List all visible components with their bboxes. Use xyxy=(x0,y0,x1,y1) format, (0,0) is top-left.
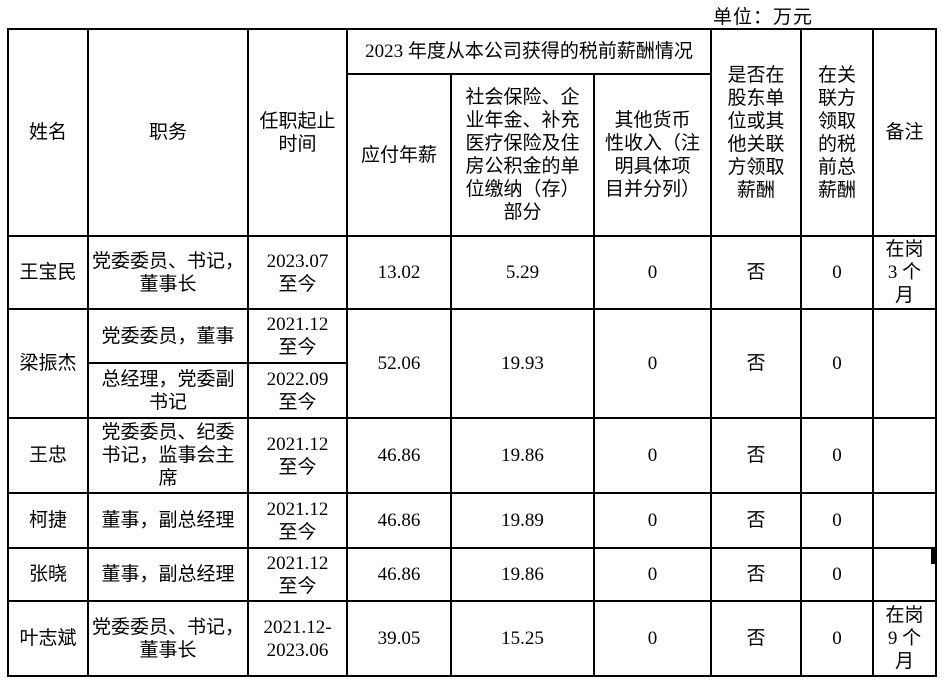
cell-term: 2021.12 至今 xyxy=(247,417,348,494)
cell-position: 董事，副总经理 xyxy=(87,492,249,549)
cell-related-total: 0 xyxy=(800,547,874,602)
table-row: 梁振杰 党委委员，董事 2021.12 至今 52.06 19.93 0 否 0 xyxy=(7,308,937,419)
cell-term: 2021.12 至今 xyxy=(247,308,348,364)
cell-salary: 52.06 xyxy=(346,308,452,419)
cell-remark xyxy=(872,492,937,549)
cell-position: 总经理，党委副 书记 xyxy=(87,362,249,419)
cell-name: 王宝民 xyxy=(7,235,89,310)
cell-related-total: 0 xyxy=(800,308,874,419)
cell-insurance: 19.89 xyxy=(450,492,595,549)
cell-insurance: 15.25 xyxy=(450,600,595,677)
cell-salary: 46.86 xyxy=(346,417,452,494)
header-related-pay: 是否在 股东单 位或其 他关联 方领取 薪酬 xyxy=(710,28,802,237)
cell-related-pay: 否 xyxy=(710,600,802,677)
table-row: 王宝民 党委委员、书记， 董事长 2023.07 至今 13.02 5.29 0… xyxy=(7,235,937,310)
cell-term: 2021.12- 2023.06 xyxy=(247,600,348,677)
cell-position: 党委委员，董事 xyxy=(87,308,249,364)
cell-remark: 在岗 9 个 月 xyxy=(872,600,937,677)
cell-name: 叶志斌 xyxy=(7,600,89,677)
cell-insurance: 19.86 xyxy=(450,417,595,494)
cell-term: 2023.07 至今 xyxy=(247,235,348,310)
cell-position: 董事，副总经理 xyxy=(87,547,249,602)
table-body: 王宝民 党委委员、书记， 董事长 2023.07 至今 13.02 5.29 0… xyxy=(7,235,937,677)
header-row-sub: 应付年薪 社会保险、企 业年金、补充 医疗保险及住 房公积金的单 位缴纳（存） … xyxy=(8,73,936,237)
cell-name: 梁振杰 xyxy=(7,308,89,419)
cell-remark: 在岗 3 个 月 xyxy=(872,235,937,310)
cell-related-total: 0 xyxy=(800,417,874,494)
cell-other-income: 0 xyxy=(593,547,712,602)
header-term: 任职起止 时间 xyxy=(247,28,348,237)
cell-related-pay: 否 xyxy=(710,547,802,602)
cell-related-total: 0 xyxy=(800,235,874,310)
cell-position: 党委委员、书记， 董事长 xyxy=(87,235,249,310)
cell-name: 柯捷 xyxy=(7,492,89,549)
cell-related-pay: 否 xyxy=(710,308,802,419)
scan-artifact xyxy=(931,547,936,564)
cell-position: 党委委员、纪委 书记，监事会主 席 xyxy=(87,417,249,494)
cell-insurance: 5.29 xyxy=(450,235,595,310)
cell-insurance: 19.86 xyxy=(450,547,595,602)
header-name: 姓名 xyxy=(7,28,89,237)
cell-related-pay: 否 xyxy=(710,492,802,549)
table-row: 叶志斌 党委委员、书记， 董事长 2021.12- 2023.06 39.05 … xyxy=(7,600,937,677)
table-row: 王忠 党委委员、纪委 书记，监事会主 席 2021.12 至今 46.86 19… xyxy=(7,417,937,494)
cell-name: 张晓 xyxy=(7,547,89,602)
header-row-top: 姓名 职务 任职起止 时间 2023 年度从本公司获得的税前薪酬情况 是否在 股… xyxy=(7,28,937,237)
header-insurance: 社会保险、企 业年金、补充 医疗保险及住 房公积金的单 位缴纳（存） 部分 xyxy=(450,73,595,237)
cell-other-income: 0 xyxy=(593,600,712,677)
cell-other-income: 0 xyxy=(593,235,712,310)
cell-position: 党委委员、书记， 董事长 xyxy=(87,600,249,677)
cell-related-pay: 否 xyxy=(710,417,802,494)
header-other-income: 其他货币 性收入（注 明具体项 目并分列） xyxy=(593,73,712,237)
cell-term: 2022.09 至今 xyxy=(247,362,348,419)
cell-salary: 39.05 xyxy=(346,600,452,677)
cell-salary: 46.86 xyxy=(346,492,452,549)
cell-remark xyxy=(872,417,937,494)
cell-term: 2021.12 至今 xyxy=(247,492,348,549)
header-remarks: 备注 xyxy=(872,28,937,237)
cell-insurance: 19.93 xyxy=(450,308,595,419)
header-comp-group: 2023 年度从本公司获得的税前薪酬情况 xyxy=(346,28,712,75)
cell-other-income: 0 xyxy=(593,308,712,419)
cell-name: 王忠 xyxy=(7,417,89,494)
header-related-total: 在关 联方 领取 的税 前总 薪酬 xyxy=(800,28,874,237)
cell-remark xyxy=(872,308,937,419)
unit-label: 单位：万元 xyxy=(713,7,814,28)
salary-table: 姓名 职务 任职起止 时间 2023 年度从本公司获得的税前薪酬情况 是否在 股… xyxy=(7,28,937,677)
cell-other-income: 0 xyxy=(593,492,712,549)
cell-salary: 46.86 xyxy=(346,547,452,602)
cell-remark xyxy=(872,547,937,602)
table-row: 张晓 董事，副总经理 2021.12 至今 46.86 19.86 0 否 0 xyxy=(7,547,937,602)
table-header: 姓名 职务 任职起止 时间 2023 年度从本公司获得的税前薪酬情况 是否在 股… xyxy=(7,28,937,237)
cell-related-total: 0 xyxy=(800,492,874,549)
table-row-sub: 总经理，党委副 书记 2022.09 至今 xyxy=(8,362,936,419)
cell-related-total: 0 xyxy=(800,600,874,677)
cell-other-income: 0 xyxy=(593,417,712,494)
cell-term: 2021.12 至今 xyxy=(247,547,348,602)
cell-related-pay: 否 xyxy=(710,235,802,310)
header-salary: 应付年薪 xyxy=(346,73,452,237)
cell-salary: 13.02 xyxy=(346,235,452,310)
table-row: 柯捷 董事，副总经理 2021.12 至今 46.86 19.89 0 否 0 xyxy=(7,492,937,549)
header-position: 职务 xyxy=(87,28,249,237)
